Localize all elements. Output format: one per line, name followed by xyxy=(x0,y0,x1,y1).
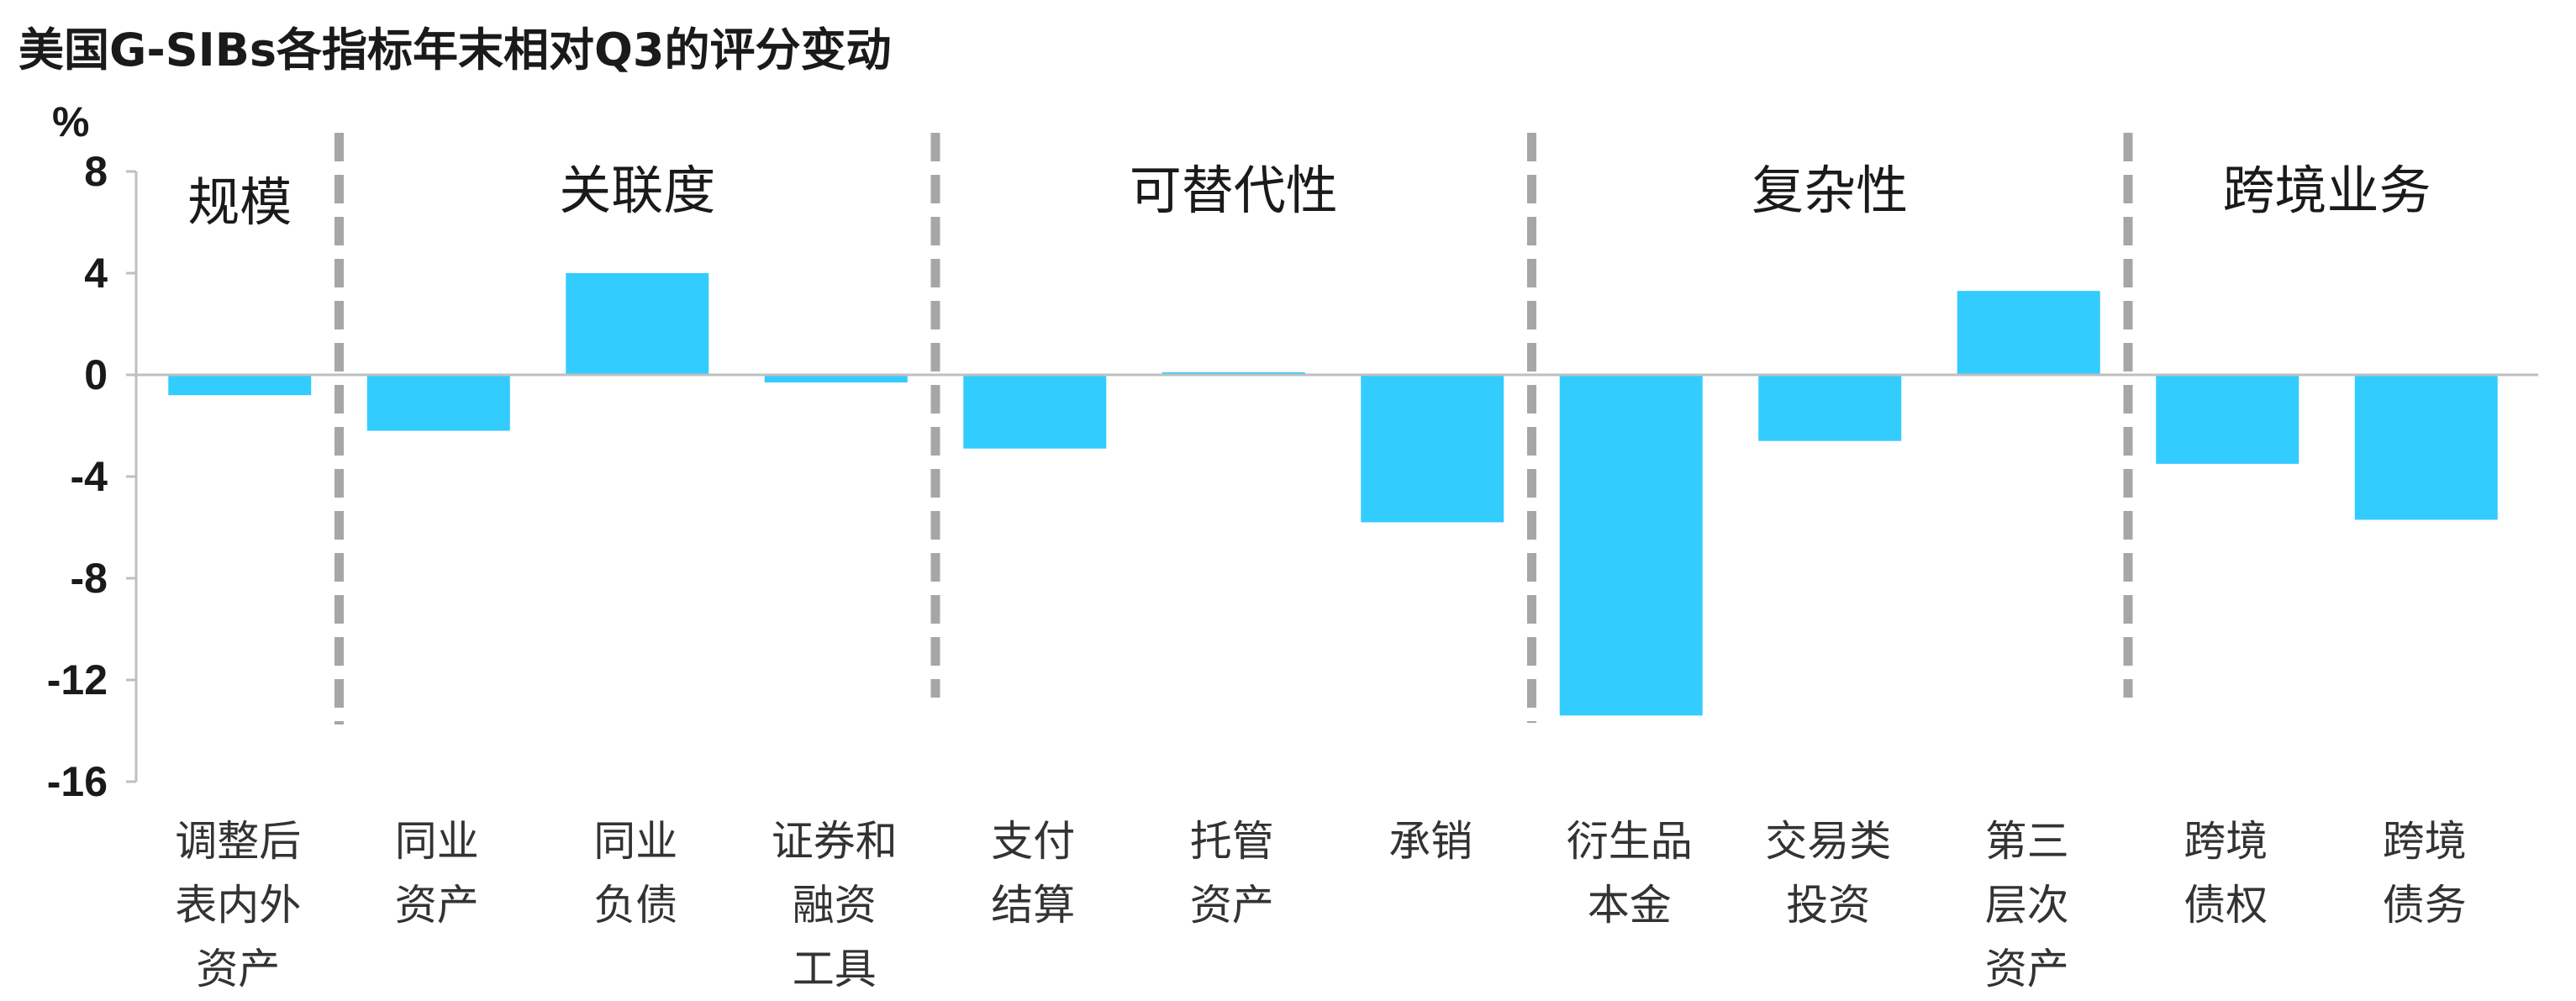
y-tick-label: -8 xyxy=(71,555,108,602)
bar xyxy=(1559,375,1703,716)
y-tick-label: 0 xyxy=(84,351,108,398)
x-tick-label: 第三层次资产 xyxy=(1985,817,2069,993)
bar xyxy=(764,375,908,383)
group-label: 关联度 xyxy=(559,160,715,221)
bar xyxy=(2354,375,2498,520)
bar xyxy=(963,375,1107,449)
x-tick-label: 证券和融资工具 xyxy=(772,817,898,993)
x-tick-label: 同业资产 xyxy=(395,817,479,930)
x-tick-label: 跨境债权 xyxy=(2184,817,2268,930)
group-label: 跨境业务 xyxy=(2222,160,2431,221)
x-tick-label: 同业负债 xyxy=(593,817,677,930)
x-tick-label: 承销 xyxy=(1388,817,1472,866)
x-tick-label: 调整后表内外资产 xyxy=(175,817,301,993)
chart-title: 美国G-SIBs各指标年末相对Q3的评分变动 xyxy=(18,24,892,76)
group-label: 可替代性 xyxy=(1130,160,1338,221)
y-tick-label: -16 xyxy=(47,758,108,805)
x-tick-label: 衍生品本金 xyxy=(1567,817,1693,930)
bar xyxy=(566,273,709,375)
y-tick-label: -12 xyxy=(47,656,108,703)
bar xyxy=(1162,371,1305,375)
x-tick-label: 跨境债务 xyxy=(2383,817,2467,930)
y-axis-ticks: 8 4 0 -4 -8 -12 -16 xyxy=(47,148,136,805)
bar xyxy=(1957,291,2100,375)
bar xyxy=(366,375,510,431)
x-axis-labels: 调整后表内外资产 同业资产 同业负债 证券和融资工具 支付结算 托管资产 承销 衍生品本金交易… xyxy=(175,817,2467,993)
x-tick-label: 交易类投资 xyxy=(1765,817,1891,930)
y-tick-label: 4 xyxy=(84,250,108,297)
x-tick-label: 支付结算 xyxy=(991,817,1075,930)
group-labels: 规模 关联度 可替代性 复杂性 跨境业务 xyxy=(187,160,2431,233)
y-tick-label: -4 xyxy=(71,453,108,500)
bar xyxy=(168,375,312,396)
x-tick-label: 托管资产 xyxy=(1190,817,1274,930)
bar xyxy=(1361,375,1504,523)
group-label: 复杂性 xyxy=(1752,160,1908,221)
bars xyxy=(168,273,2498,716)
y-unit-label: % xyxy=(52,98,89,145)
group-label: 规模 xyxy=(187,171,292,233)
bar xyxy=(2156,375,2299,464)
bar xyxy=(1758,375,1902,441)
y-tick-label: 8 xyxy=(84,148,108,195)
group-separators xyxy=(335,133,2133,724)
